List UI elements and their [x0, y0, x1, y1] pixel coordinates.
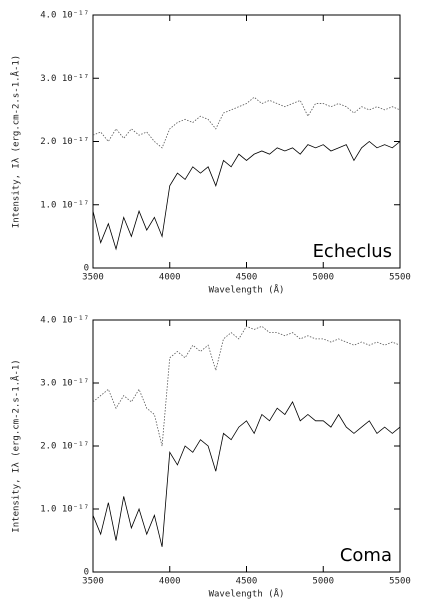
x-tick-label: 4500 — [236, 273, 258, 283]
x-tick-label: 5500 — [389, 577, 411, 587]
x-tick-label: 4500 — [236, 577, 258, 587]
y-tick-label: 3.0 10⁻¹⁷ — [40, 379, 89, 389]
y-axis-label: Intensity, Iλ (erg.cm-2.s-1.Å-1) — [10, 55, 22, 228]
x-tick-label: 5000 — [312, 577, 334, 587]
x-tick-label: 4000 — [159, 577, 181, 587]
x-axis-label: Wavelength (Å) — [209, 284, 285, 296]
y-tick-label: 2.0 10⁻¹⁷ — [40, 137, 89, 147]
panel-annotation: Echeclus — [313, 241, 392, 262]
x-tick-label: 5000 — [312, 273, 334, 283]
spectrum — [92, 140, 401, 251]
y-tick-label: 4.0 10⁻¹⁷ — [40, 316, 89, 326]
x-tick-label: 3500 — [82, 273, 104, 283]
y-tick-label: 0 — [84, 568, 89, 578]
y-tick-label: 0 — [84, 264, 89, 274]
y-tick-label: 1.0 10⁻¹⁷ — [40, 200, 89, 210]
plot-frame — [92, 319, 401, 573]
reference-spectrum — [92, 325, 401, 447]
x-axis-label: Wavelength (Å) — [209, 588, 285, 600]
y-tick-label: 1.0 10⁻¹⁷ — [40, 505, 89, 515]
y-tick-label: 3.0 10⁻¹⁷ — [40, 74, 89, 84]
x-tick-label: 4000 — [159, 273, 181, 283]
y-tick-label: 4.0 10⁻¹⁷ — [40, 11, 89, 21]
y-tick-label: 2.0 10⁻¹⁷ — [40, 442, 89, 452]
panel-annotation: Coma — [340, 545, 392, 566]
x-tick-label: 3500 — [82, 577, 104, 587]
reference-spectrum — [92, 96, 401, 149]
x-tick-label: 5500 — [389, 273, 411, 283]
plot-frame — [92, 14, 401, 269]
spectrum — [92, 401, 401, 547]
y-axis-label: Intensity, Iλ (erg.cm-2.s-1.Å-1) — [10, 359, 22, 532]
